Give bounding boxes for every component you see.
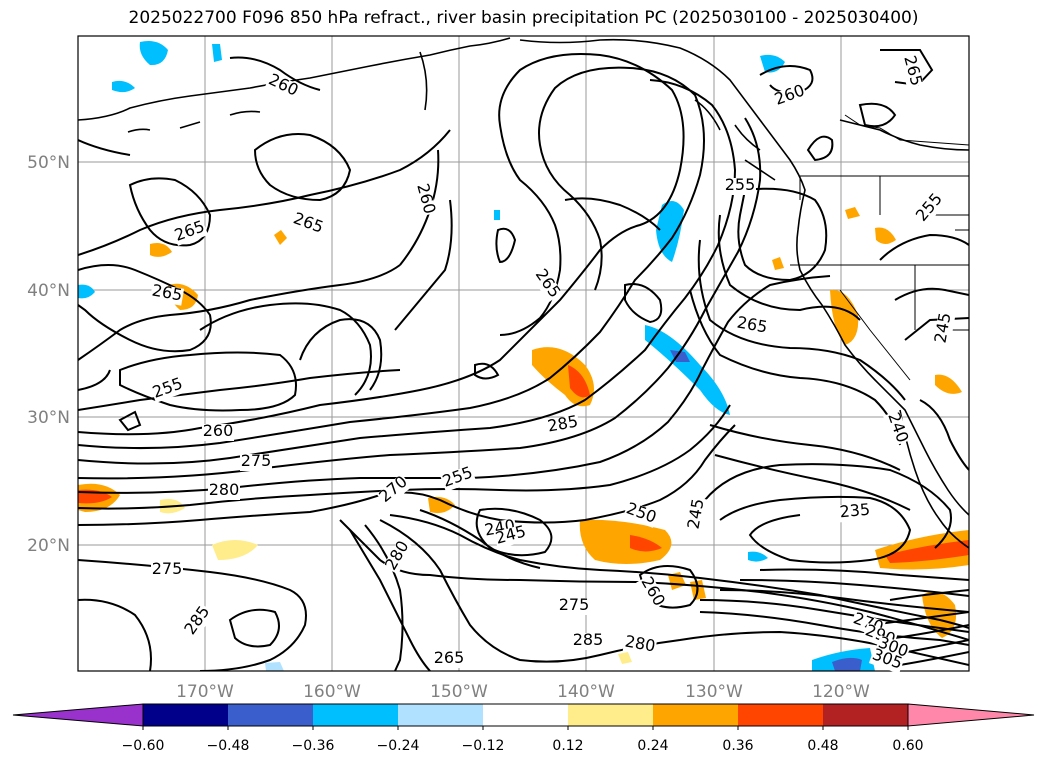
map-frame bbox=[77, 35, 970, 672]
contour-label: 235 bbox=[839, 500, 871, 522]
contour-label-bg bbox=[622, 501, 659, 528]
colorbar-extend-left bbox=[12, 703, 144, 727]
contour-label: 285 bbox=[573, 630, 604, 649]
contour-label-bg bbox=[686, 496, 709, 532]
latitude-labels: 50°N 40°N 30°N 20°N bbox=[27, 153, 70, 556]
contour-label-bg bbox=[572, 633, 604, 650]
lat-label: 50°N bbox=[27, 153, 70, 173]
contour-label-bg bbox=[208, 483, 240, 500]
contour-label-bg bbox=[622, 634, 658, 657]
contour-label-bg bbox=[899, 53, 924, 89]
political-borders bbox=[790, 114, 969, 381]
contour-label: 255 bbox=[725, 175, 756, 194]
colorbar-segment bbox=[823, 704, 908, 726]
contour-label-bg bbox=[412, 181, 437, 217]
lon-label: 140°W bbox=[557, 682, 615, 702]
colorbar-extend-right bbox=[907, 703, 1035, 727]
colorbar-tick-label: −0.60 bbox=[122, 738, 165, 754]
lon-label: 160°W bbox=[303, 682, 361, 702]
colorbar-segment bbox=[313, 704, 398, 726]
colorbar-tick-label: 0.12 bbox=[552, 738, 583, 754]
contour-label: 275 bbox=[559, 595, 590, 614]
contour-label-bg bbox=[433, 651, 465, 668]
colorbar-segment bbox=[738, 704, 823, 726]
colorbar-tick-label: 0.24 bbox=[637, 738, 668, 754]
colorbar-tick-label: −0.12 bbox=[462, 738, 505, 754]
contour-label-bg bbox=[151, 562, 183, 579]
coastlines bbox=[78, 37, 969, 549]
contour-label-bg bbox=[240, 454, 272, 471]
contour-label-bg bbox=[772, 83, 809, 110]
contour-label-bg bbox=[202, 424, 234, 441]
contour-label: 275 bbox=[241, 451, 272, 470]
contour-label-bg bbox=[150, 376, 187, 403]
contour-label-bg bbox=[724, 178, 756, 195]
colorbar-segment bbox=[568, 704, 653, 726]
lat-label: 20°N bbox=[27, 536, 70, 556]
contour-label: 275 bbox=[152, 559, 183, 578]
lat-label: 30°N bbox=[27, 408, 70, 428]
colorbar-segment bbox=[228, 704, 313, 726]
map-title: 2025022700 F096 850 hPa refract., river … bbox=[128, 8, 919, 28]
contour-label: 265 bbox=[434, 648, 465, 667]
colorbar-segment bbox=[398, 704, 483, 726]
colorbar-tick-labels: −0.60 −0.48 −0.36 −0.24 −0.12 0.12 0.24 0.36 0.4… bbox=[122, 726, 924, 754]
refractivity-contours bbox=[78, 49, 969, 671]
contour-label: 260 bbox=[203, 421, 234, 440]
contour-label-bg bbox=[838, 502, 872, 523]
contour-label-bg bbox=[545, 414, 581, 437]
lon-label: 170°W bbox=[176, 682, 234, 702]
colorbar-outline bbox=[142, 703, 909, 727]
contour-label-bg bbox=[913, 190, 948, 227]
contour-label-bg bbox=[558, 598, 590, 615]
contour-label-bg bbox=[734, 315, 770, 338]
contour-label-bg bbox=[264, 71, 301, 101]
colorbar-tick-label: −0.36 bbox=[292, 738, 335, 754]
lon-label: 120°W bbox=[812, 682, 870, 702]
colorbar-tick-label: 0.36 bbox=[722, 738, 753, 754]
colorbar bbox=[12, 703, 1035, 727]
colorbar-tick-label: 0.60 bbox=[892, 738, 923, 754]
contour-label-bg bbox=[636, 574, 667, 611]
contour-label-bg bbox=[440, 465, 477, 492]
contour-label-bg bbox=[530, 266, 563, 303]
lon-label: 130°W bbox=[685, 682, 743, 702]
contour-label-bg bbox=[376, 473, 413, 508]
lat-label: 40°N bbox=[27, 281, 70, 301]
colorbar-segment bbox=[143, 704, 228, 726]
contour-label-bg bbox=[493, 524, 529, 549]
contour-label-bg bbox=[383, 538, 414, 575]
contour-label-bg bbox=[883, 410, 910, 447]
contour-label-bg bbox=[172, 219, 209, 246]
contour-label: 280 bbox=[209, 480, 240, 499]
contour-label-bg bbox=[182, 603, 215, 640]
colorbar-segment bbox=[653, 704, 738, 726]
contour-label-bg bbox=[868, 647, 905, 674]
colorbar-tick-label: 0.48 bbox=[807, 738, 838, 754]
lon-label: 150°W bbox=[430, 682, 488, 702]
contour-label-bg bbox=[289, 211, 326, 238]
colorbar-tick-label: −0.48 bbox=[207, 738, 250, 754]
contour-label-bg bbox=[874, 635, 911, 662]
contour-label-bg bbox=[933, 310, 956, 346]
longitude-labels: 170°W 160°W 150°W 140°W 130°W 120°W bbox=[176, 682, 870, 702]
colorbar-segment bbox=[483, 704, 568, 726]
colorbar-tick-label: −0.24 bbox=[377, 738, 420, 754]
contour-label-bg bbox=[149, 283, 185, 306]
